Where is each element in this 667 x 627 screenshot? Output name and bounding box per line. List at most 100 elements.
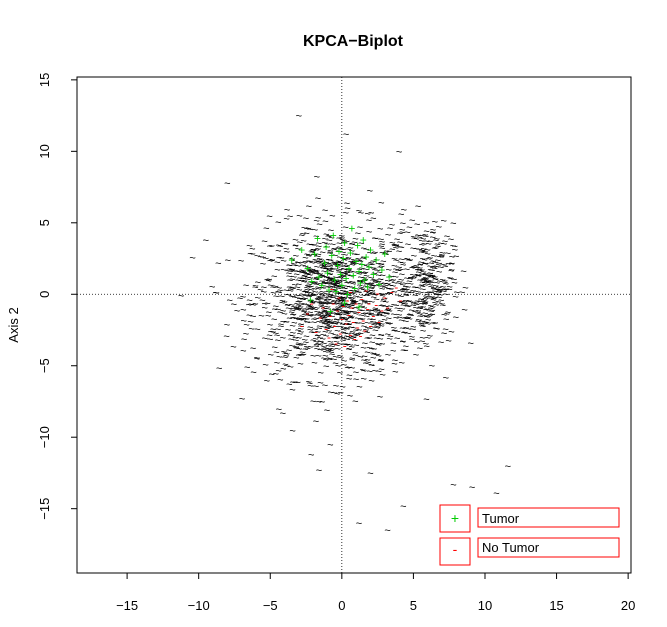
- background-point: ~: [357, 299, 363, 311]
- background-point: ~: [335, 309, 341, 321]
- background-point: ~: [342, 339, 348, 351]
- background-point: ~: [334, 288, 340, 300]
- background-point: ~: [386, 334, 392, 346]
- background-point: ~: [346, 370, 352, 382]
- background-point: ~: [239, 393, 245, 405]
- background-point: ~: [372, 277, 378, 289]
- background-point: ~: [319, 290, 325, 302]
- background-point: ~: [371, 233, 377, 245]
- background-point: ~: [335, 277, 341, 289]
- background-point: ~: [335, 261, 341, 273]
- background-point: ~: [343, 129, 349, 141]
- background-point: ~: [243, 319, 249, 331]
- background-point: ~: [313, 273, 319, 285]
- background-point: ~: [321, 303, 327, 315]
- background-point: ~: [249, 249, 255, 261]
- background-point: ~: [401, 298, 407, 310]
- x-tick-label: −15: [116, 598, 138, 613]
- background-point: ~: [404, 264, 410, 276]
- background-point: ~: [303, 313, 309, 325]
- background-point: ~: [444, 231, 450, 243]
- background-point: ~: [390, 274, 396, 286]
- background-point: ~: [319, 282, 325, 294]
- background-point: ~: [442, 236, 448, 248]
- background-point: ~: [307, 256, 313, 268]
- background-point: ~: [445, 307, 451, 319]
- background-point: ~: [300, 314, 306, 326]
- background-point: ~: [281, 347, 287, 359]
- background-point: ~: [356, 205, 362, 217]
- background-point: ~: [443, 289, 449, 301]
- background-point: ~: [402, 295, 408, 307]
- background-point: ~: [339, 313, 345, 325]
- background-point: ~: [384, 288, 390, 300]
- background-point: ~: [344, 266, 350, 278]
- background-point: ~: [295, 257, 301, 269]
- background-point: ~: [405, 328, 411, 340]
- background-point: ~: [276, 287, 282, 299]
- background-point: ~: [430, 293, 436, 305]
- background-point: ~: [301, 287, 307, 299]
- background-point: ~: [313, 416, 319, 428]
- background-point: ~: [312, 268, 318, 280]
- background-point: ~: [311, 239, 317, 251]
- background-point: ~: [363, 308, 369, 320]
- background-point: ~: [317, 278, 323, 290]
- background-point: ~: [322, 380, 328, 392]
- background-point: ~: [436, 287, 442, 299]
- background-point: ~: [398, 298, 404, 310]
- background-point: ~: [342, 268, 348, 280]
- background-point: ~: [342, 261, 348, 273]
- background-point: ~: [334, 340, 340, 352]
- background-point: ~: [423, 276, 429, 288]
- background-point: ~: [327, 283, 333, 295]
- background-point: ~: [383, 246, 389, 258]
- background-point: ~: [287, 330, 293, 342]
- background-point: ~: [390, 280, 396, 292]
- background-point: ~: [280, 305, 286, 317]
- background-point: ~: [360, 253, 366, 265]
- background-point: ~: [300, 228, 306, 240]
- background-point: ~: [279, 295, 285, 307]
- background-point: ~: [441, 276, 447, 288]
- background-point: ~: [417, 311, 423, 323]
- background-point: ~: [406, 313, 412, 325]
- background-point: ~: [393, 312, 399, 324]
- background-point: ~: [369, 321, 375, 333]
- background-point: ~: [319, 317, 325, 329]
- background-point: ~: [364, 347, 370, 359]
- background-point: ~: [315, 282, 321, 294]
- background-point: ~: [372, 325, 378, 337]
- background-point: ~: [337, 387, 343, 399]
- background-point: ~: [243, 329, 249, 341]
- background-point: ~: [417, 302, 423, 314]
- background-point: ~: [340, 333, 346, 345]
- no-tumor-point: -: [377, 314, 381, 328]
- background-point: ~: [357, 276, 363, 288]
- background-point: ~: [404, 273, 410, 285]
- background-point: ~: [361, 365, 367, 377]
- background-point: ~: [261, 287, 267, 299]
- background-point: ~: [347, 391, 353, 403]
- background-point: ~: [379, 290, 385, 302]
- background-point: ~: [417, 260, 423, 272]
- background-point: ~: [318, 296, 324, 308]
- background-point: ~: [334, 389, 340, 401]
- background-point: ~: [347, 243, 353, 255]
- background-point: ~: [436, 276, 442, 288]
- background-point: ~: [240, 291, 246, 303]
- background-point: ~: [241, 334, 247, 346]
- background-point: ~: [337, 260, 343, 272]
- background-point: ~: [400, 337, 406, 349]
- background-point: ~: [315, 330, 321, 342]
- background-point: ~: [343, 340, 349, 352]
- background-point: ~: [358, 263, 364, 275]
- background-point: ~: [433, 242, 439, 254]
- background-point: ~: [275, 304, 281, 316]
- background-point: ~: [419, 264, 425, 276]
- background-point: ~: [381, 308, 387, 320]
- tumor-point: +: [344, 287, 351, 301]
- background-point: ~: [354, 317, 360, 329]
- background-point: ~: [306, 249, 312, 261]
